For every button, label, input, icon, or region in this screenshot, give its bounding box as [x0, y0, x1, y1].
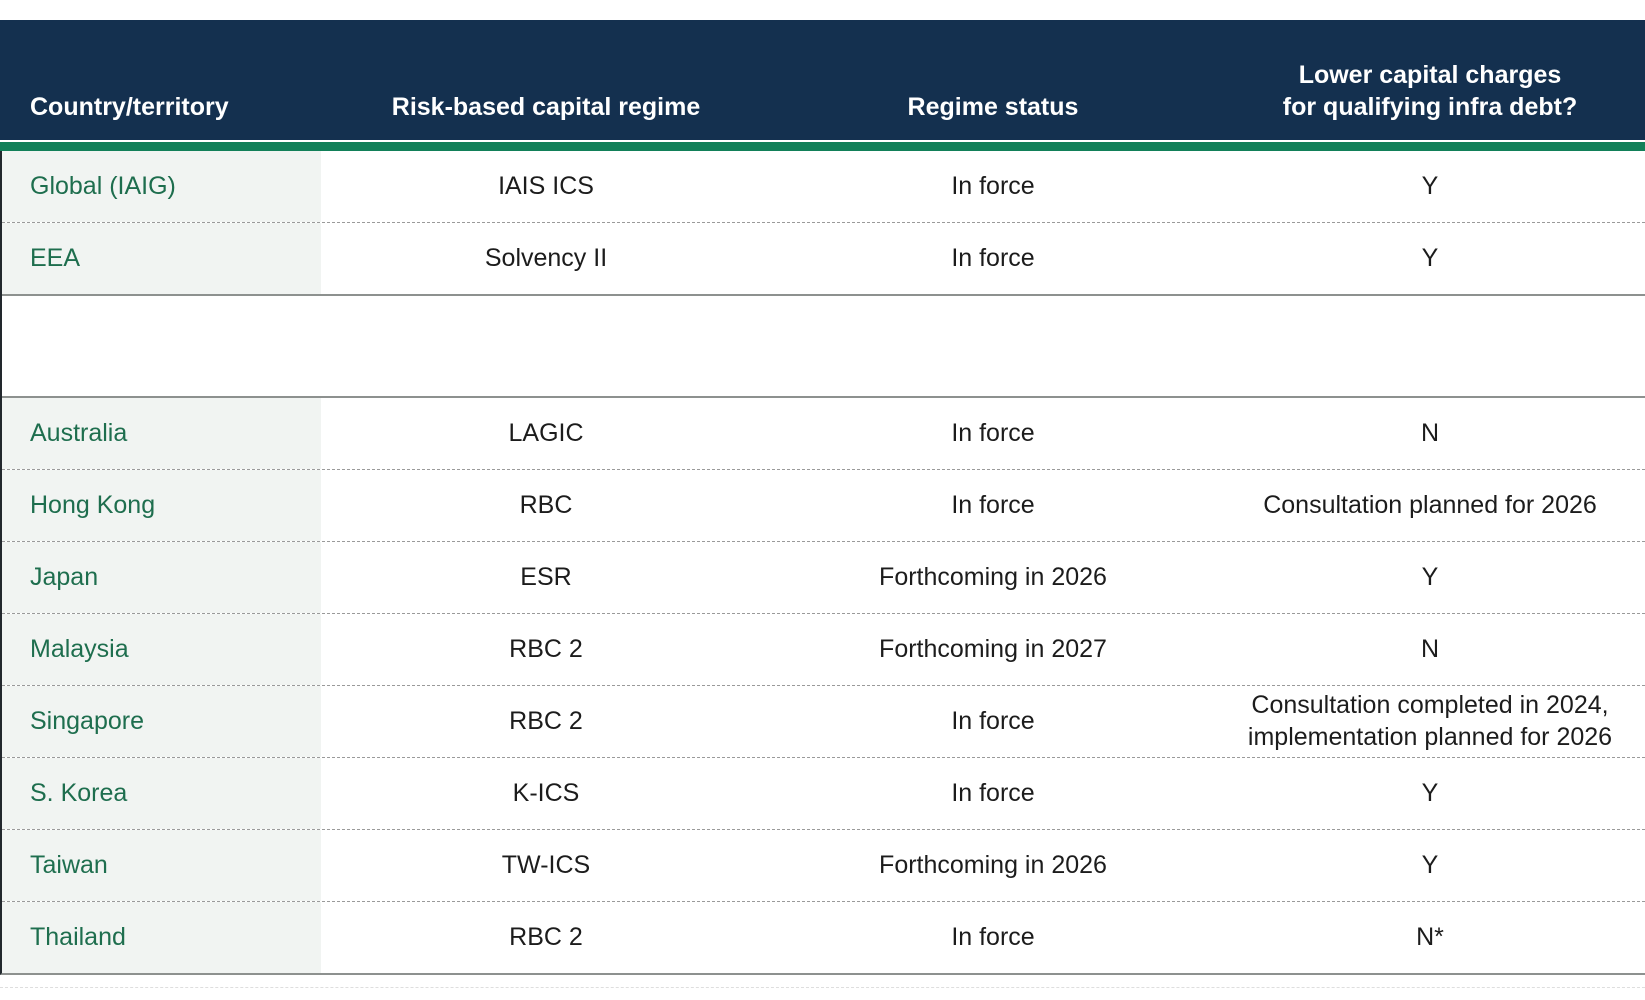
regime-cell: IAIS ICS: [498, 171, 594, 200]
table-row-s-korea: S. Korea K-ICS In force Y: [2, 757, 1645, 829]
status-cell: In force: [951, 490, 1035, 519]
table-row-hong-kong: Hong Kong RBC In force Consultation plan…: [2, 469, 1645, 541]
section-global: Global (IAIG) IAIS ICS In force Y EEA So…: [2, 151, 1645, 294]
infra-cell: N*: [1416, 922, 1444, 951]
section-asia-pacific: Australia LAGIC In force N Hong Kong RBC…: [2, 398, 1645, 973]
status-cell: In force: [951, 778, 1035, 807]
table-row-japan: Japan ESR Forthcoming in 2026 Y: [2, 541, 1645, 613]
section-spacer: [2, 294, 1645, 398]
table-header-row: Country/territory Risk-based capital reg…: [0, 20, 1645, 140]
regime-cell: RBC 2: [509, 634, 583, 663]
country-cell: Japan: [2, 542, 321, 613]
accent-divider-bar: [0, 140, 1645, 151]
infra-cell: Y: [1421, 171, 1439, 200]
regime-cell: Solvency II: [484, 243, 608, 272]
infra-cell: Y: [1421, 562, 1439, 591]
table-row-malaysia: Malaysia RBC 2 Forthcoming in 2027 N: [2, 613, 1645, 685]
regime-cell: LAGIC: [508, 418, 584, 447]
infra-cell: Y: [1421, 778, 1439, 807]
table-row-thailand: Thailand RBC 2 In force N*: [2, 901, 1645, 973]
country-cell: Singapore: [2, 686, 321, 757]
status-cell: In force: [951, 706, 1035, 735]
header-regime-status: Regime status: [907, 93, 1079, 121]
status-cell: Forthcoming in 2026: [879, 562, 1107, 591]
status-cell: In force: [951, 171, 1035, 200]
country-cell: Thailand: [2, 902, 321, 973]
table-row-australia: Australia LAGIC In force N: [2, 398, 1645, 469]
regime-cell: TW-ICS: [501, 850, 591, 879]
regime-cell: ESR: [520, 562, 572, 591]
table-row-taiwan: Taiwan TW-ICS Forthcoming in 2026 Y: [2, 829, 1645, 901]
regime-cell: RBC 2: [509, 922, 583, 951]
status-cell: In force: [951, 922, 1035, 951]
infra-cell: N: [1420, 418, 1440, 447]
country-cell: EEA: [2, 223, 321, 294]
country-cell: S. Korea: [2, 758, 321, 829]
header-country-territory: Country/territory: [30, 93, 229, 121]
table-row-global-iaig: Global (IAIG) IAIS ICS In force Y: [2, 151, 1645, 222]
country-cell: Hong Kong: [2, 470, 321, 541]
status-cell: In force: [951, 418, 1035, 447]
infra-cell: Y: [1421, 850, 1439, 879]
header-risk-based-capital-regime: Risk-based capital regime: [391, 93, 701, 121]
country-cell: Malaysia: [2, 614, 321, 685]
infra-cell: Consultation completed in 2024, implemen…: [1247, 691, 1613, 751]
country-cell: Global (IAIG): [2, 151, 321, 222]
header-lower-capital-charges: Lower capital charges for qualifying inf…: [1282, 61, 1578, 121]
faint-footer-rule: [0, 987, 1645, 988]
status-cell: Forthcoming in 2027: [879, 634, 1107, 663]
status-cell: In force: [951, 243, 1035, 272]
table-body: Global (IAIG) IAIS ICS In force Y EEA So…: [0, 151, 1645, 975]
country-cell: Taiwan: [2, 830, 321, 901]
regime-cell: K-ICS: [512, 778, 580, 807]
infra-cell: Y: [1421, 243, 1439, 272]
regime-cell: RBC: [519, 490, 573, 519]
infra-cell: Consultation planned for 2026: [1263, 490, 1597, 519]
status-cell: Forthcoming in 2026: [879, 850, 1107, 879]
table-row-singapore: Singapore RBC 2 In force Consultation co…: [2, 685, 1645, 757]
regime-cell: RBC 2: [509, 706, 583, 735]
infra-cell: N: [1420, 634, 1440, 663]
table-row-eea: EEA Solvency II In force Y: [2, 222, 1645, 294]
country-cell: Australia: [2, 398, 321, 469]
